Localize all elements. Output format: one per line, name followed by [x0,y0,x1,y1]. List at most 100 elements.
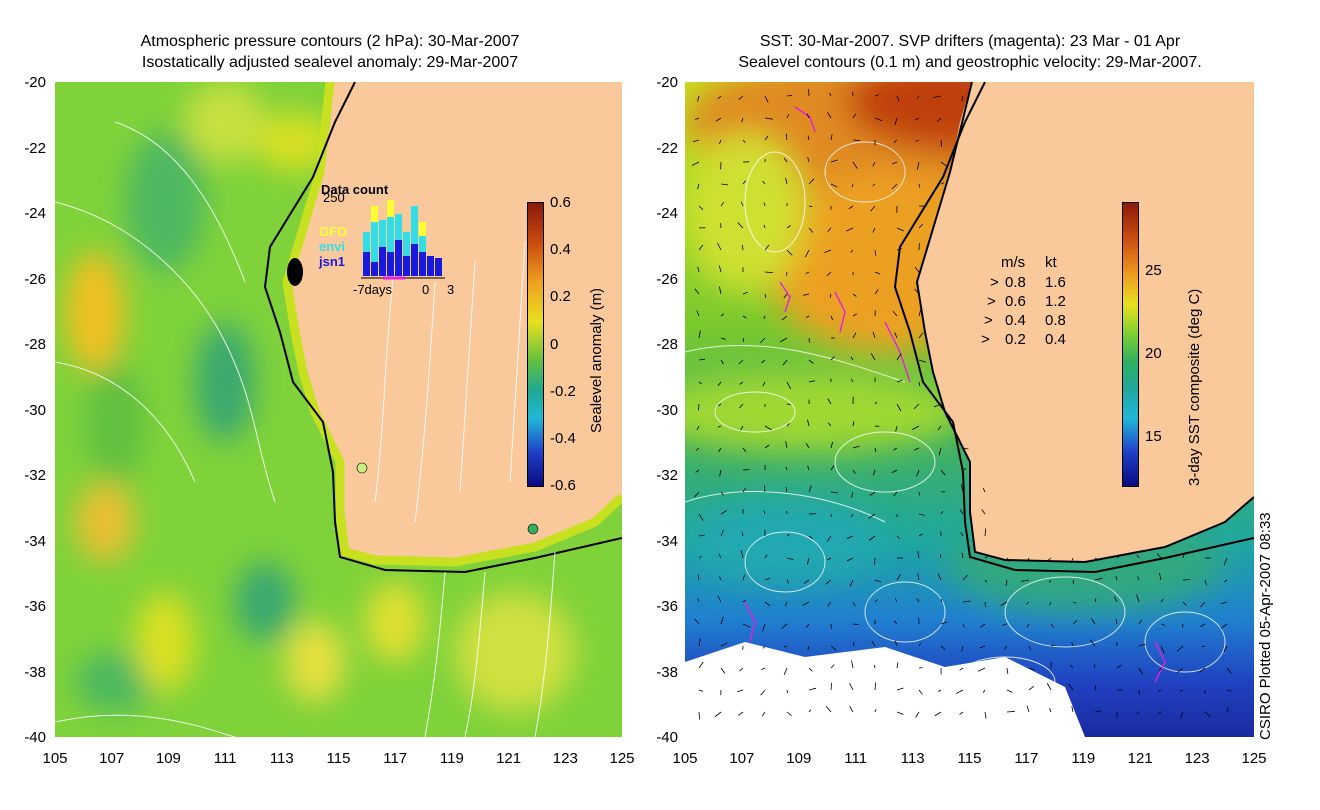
velocity-arrow [850,378,854,383]
velocity-arrow [697,574,700,581]
velocity-arrow [830,315,834,321]
inset-title: Data count [321,182,389,197]
velocity-arrow [807,135,810,141]
velocity-arrow [781,623,788,629]
velocity-arrow [1138,667,1143,675]
velocity-arrow [764,271,773,273]
velocity-arrow [786,114,790,119]
velocity-arrow [896,353,902,361]
coastal-shelf [282,82,622,567]
velocity-arrow [852,139,861,141]
velocity-arrow [962,623,965,628]
right-y-tick: -30 [656,401,678,419]
velocity-arrow [695,447,700,451]
velocity-arrow [917,551,920,559]
velocity-arrow [1094,664,1096,669]
velocity-arrow [940,182,945,185]
inset-legend-envi: envi [319,239,346,254]
sealevel-colorbar-tick: 0 [550,335,559,353]
velocity-arrow [830,491,838,494]
velocity-arrow [742,337,745,343]
velocity-arrow [808,687,817,691]
tide-gauge-marker [356,462,368,474]
velocity-arrow [826,557,832,561]
velocity-arrow [695,117,700,120]
velocity-arrow [742,599,746,603]
velocity-arrow [720,201,725,207]
velocity-legend-kt: 0.4 [1045,331,1066,348]
velocity-arrow [1204,579,1207,586]
sst-colorbar-tick: 20 [1145,345,1162,362]
velocity-arrow [806,113,810,119]
right-y-tick: -20 [656,74,678,91]
velocity-arrow [720,491,724,496]
velocity-legend-kt: 0.8 [1045,312,1066,329]
velocity-arrow [874,117,883,122]
velocity-arrow [737,711,744,716]
velocity-arrow [808,667,813,672]
velocity-arrow [764,95,769,103]
velocity-arrow [893,139,898,144]
velocity-arrow [807,645,810,651]
velocity-arrow [808,227,814,233]
velocity-arrow [1028,667,1035,671]
velocity-arrow [893,491,898,497]
velocity-arrow [1179,711,1184,719]
velocity-arrow [918,513,925,516]
velocity-arrow [912,425,920,430]
right-x-tick: 113 [900,750,925,767]
velocity-arrow [917,573,920,581]
velocity-arrow [896,711,904,715]
velocity-arrow [1069,664,1074,669]
velocity-arrow [808,485,812,493]
velocity-arrow [827,422,832,427]
velocity-arrow [981,509,986,515]
velocity-arrow [852,332,857,339]
velocity-arrow [1159,667,1162,672]
velocity-arrow [1176,645,1184,652]
velocity-arrow [893,447,898,451]
velocity-arrow [786,711,792,717]
inset-x-label-start: -7days [353,282,393,297]
velocity-arrow [698,513,704,521]
left-x-tick: 117 [383,750,408,767]
sst-colorbar [1122,202,1139,487]
left-y-tick: -36 [24,598,46,615]
velocity-arrow [830,159,838,163]
velocity-arrow [739,403,744,409]
velocity-arrow [874,289,879,295]
right-x-tick: 115 [957,750,982,767]
velocity-arrow [891,183,898,190]
velocity-arrow [850,513,854,518]
velocity-arrow [1006,557,1010,562]
sealevel-colorbar-tick: -0.6 [550,477,576,494]
velocity-legend-arrow-icon: > [981,331,990,348]
right-x-tick: 111 [844,750,868,767]
velocity-arrow [763,224,766,229]
velocity-arrow [959,667,964,671]
velocity-arrow [827,227,832,232]
velocity-arrow [918,359,927,363]
velocity-arrow [783,293,788,299]
right-y-tick: -32 [656,467,678,484]
velocity-arrow [698,661,704,669]
velocity-arrow [824,249,832,253]
right-x-tick: 123 [1184,750,1210,767]
velocity-arrow [830,682,832,691]
velocity-arrow [1046,683,1052,691]
velocity-arrow [852,641,855,647]
velocity-legend-ms: 0.2 [1005,331,1026,348]
velocity-arrow [808,380,815,383]
velocity-arrow [1201,645,1206,648]
velocity-arrow [1182,552,1185,559]
velocity-arrow [825,705,832,713]
velocity-arrow [698,244,704,251]
left-x-tick: 119 [439,750,464,767]
velocity-arrow [720,510,727,515]
velocity-arrow [783,157,788,163]
left-x-tick: 125 [609,750,635,767]
inset-x-label-zero: 0 [422,282,430,297]
velocity-arrow [1116,664,1122,669]
velocity-arrow [1072,601,1077,604]
velocity-arrow [933,95,942,98]
